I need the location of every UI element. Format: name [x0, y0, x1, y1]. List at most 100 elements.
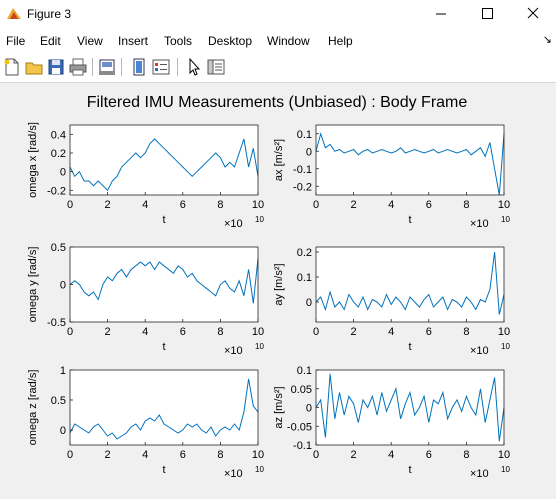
- menu-insert[interactable]: Insert: [118, 34, 149, 48]
- menu-view[interactable]: View: [77, 34, 103, 48]
- x-exponent-label: ×10: [470, 468, 489, 480]
- x-tick-label: 0: [67, 326, 73, 338]
- y-tick-label: 0.05: [291, 384, 312, 396]
- x-tick-label: 4: [388, 326, 394, 338]
- menu-help[interactable]: Help: [328, 34, 353, 48]
- toolbar-separator: [121, 58, 122, 76]
- y-tick-label: -0.5: [47, 317, 66, 329]
- close-icon: [527, 7, 539, 19]
- axes-background: [316, 247, 504, 322]
- x-tick-label: 2: [105, 199, 111, 211]
- x-tick-label: 10: [498, 449, 510, 461]
- y-tick-label: 0.1: [297, 272, 312, 284]
- maximize-icon: [482, 8, 493, 19]
- axes-box: [315, 124, 505, 196]
- axes-2[interactable]: 0 2 4 6 8 10 -0.2 -0.1 0 0.1 t ×10 10 ax [m/s²]: [273, 124, 510, 230]
- data-series-line: [69, 378, 259, 440]
- y-tick-label: 0.5: [51, 395, 66, 407]
- figure-canvas: Filtered IMU Measurements (Unbiased) : B…: [0, 83, 556, 499]
- window-title: Figure 3: [27, 7, 72, 21]
- y-tick-label: 0: [60, 425, 66, 437]
- x-exponent-power: 10: [501, 215, 510, 224]
- x-axis-label: t: [162, 464, 165, 476]
- axes-background: [70, 125, 258, 195]
- x-axis-label: t: [408, 464, 411, 476]
- x-tick-label: 6: [180, 199, 186, 211]
- x-exponent-label: ×10: [470, 345, 489, 357]
- y-tick-label: -0.05: [287, 421, 312, 433]
- menu-window[interactable]: Window: [267, 34, 310, 48]
- x-tick-label: 4: [388, 449, 394, 461]
- x-tick-label: 6: [426, 449, 432, 461]
- axes-box: [69, 369, 259, 446]
- x-tick-label: 0: [313, 449, 319, 461]
- property-inspector-icon[interactable]: [206, 57, 226, 77]
- axes-background: [70, 370, 258, 445]
- x-tick-label: 2: [351, 199, 357, 211]
- data-series-line: [315, 132, 505, 196]
- x-tick-label: 2: [105, 449, 111, 461]
- y-tick-label: 0.1: [297, 129, 312, 141]
- x-tick-label: 2: [351, 326, 357, 338]
- data-series-line: [315, 373, 505, 442]
- save-icon[interactable]: [46, 57, 66, 77]
- matlab-figure-icon: [7, 8, 21, 19]
- title-bar: Figure 3: [0, 0, 556, 28]
- y-axis-label: omega z [rad/s]: [27, 370, 39, 446]
- print-preview-icon[interactable]: [97, 57, 117, 77]
- menu-tools[interactable]: Tools: [164, 34, 193, 48]
- x-exponent-power: 10: [255, 342, 264, 351]
- x-axis-label: t: [162, 341, 165, 353]
- x-tick-label: 10: [498, 326, 510, 338]
- x-exponent-label: ×10: [470, 218, 489, 230]
- y-tick-label: 0.5: [51, 242, 66, 254]
- x-tick-label: 2: [351, 449, 357, 461]
- axes-box: [69, 124, 259, 196]
- x-tick-label: 6: [426, 326, 432, 338]
- y-tick-label: 0: [306, 297, 312, 309]
- y-tick-label: 0.4: [51, 129, 66, 141]
- axes-background: [316, 125, 504, 195]
- close-button[interactable]: [510, 0, 556, 28]
- toolbar-separator: [92, 58, 93, 76]
- axes-box: [315, 246, 505, 323]
- insert-legend-icon[interactable]: [151, 57, 171, 77]
- data-series-line: [315, 251, 505, 315]
- y-tick-label: -0.2: [47, 185, 66, 197]
- y-tick-label: 0: [306, 146, 312, 158]
- menu-edit[interactable]: Edit: [40, 34, 61, 48]
- x-tick-label: 0: [67, 449, 73, 461]
- maximize-button[interactable]: [464, 0, 510, 28]
- x-exponent-power: 10: [255, 465, 264, 474]
- y-axis-label: omega y [rad/s]: [27, 247, 39, 323]
- x-exponent-power: 10: [501, 465, 510, 474]
- menu-desktop[interactable]: Desktop: [208, 34, 253, 48]
- y-tick-label: 0: [60, 167, 66, 179]
- link-plot-icon[interactable]: [129, 57, 149, 77]
- x-axis-label: t: [408, 341, 411, 353]
- x-tick-label: 2: [105, 326, 111, 338]
- open-file-icon[interactable]: [24, 57, 44, 77]
- print-icon[interactable]: [68, 57, 88, 77]
- x-tick-label: 0: [313, 199, 319, 211]
- x-tick-label: 10: [252, 449, 264, 461]
- menu-dock-arrow-icon[interactable]: ↘: [542, 34, 552, 46]
- axes-6[interactable]: 0 2 4 6 8 10 -0.1 -0.05 0 0.05 0.1 t ×10 10 az [m/s²]: [273, 365, 510, 480]
- toolbar-separator: [177, 58, 178, 76]
- x-exponent-power: 10: [255, 215, 264, 224]
- y-tick-label: 0.2: [297, 247, 312, 259]
- y-tick-label: 0.1: [297, 365, 312, 377]
- x-tick-label: 8: [463, 326, 469, 338]
- edit-plot-arrow-icon[interactable]: [184, 57, 204, 77]
- axes-4[interactable]: 0 2 4 6 8 10 0 0.1 0.2 t ×10 10 ay [m/s²]: [273, 246, 510, 357]
- x-tick-label: 8: [463, 199, 469, 211]
- y-tick-label: 0: [60, 280, 66, 292]
- menu-file[interactable]: File: [6, 34, 26, 48]
- new-figure-icon[interactable]: [2, 57, 22, 77]
- x-tick-label: 6: [426, 199, 432, 211]
- minimize-button[interactable]: [418, 0, 464, 28]
- figure-title: Filtered IMU Measurements (Unbiased) : B…: [87, 94, 468, 111]
- axes-5[interactable]: 0 2 4 6 8 10 0 0.5 1 t ×10 10 omega z [rad/s]: [27, 365, 264, 480]
